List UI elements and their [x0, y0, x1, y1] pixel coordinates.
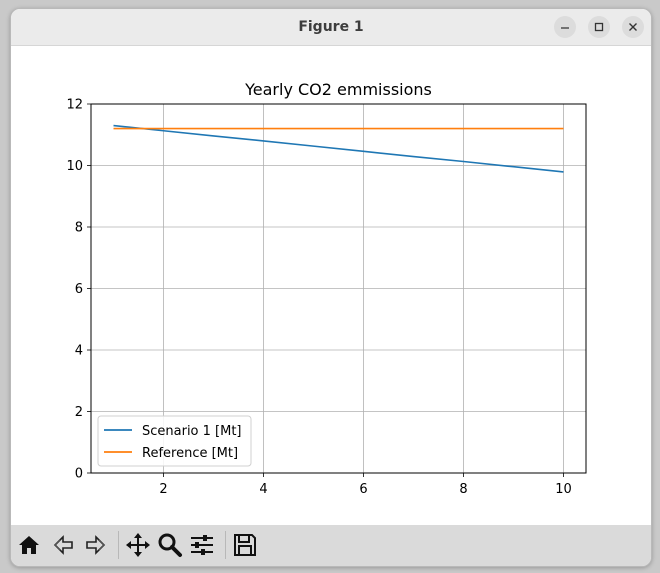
legend-label: Scenario 1 [Mt]	[142, 424, 242, 439]
x-tick-label: 4	[259, 482, 267, 497]
y-tick-label: 4	[75, 344, 83, 359]
toolbar-separator	[225, 531, 226, 559]
y-tick-label: 2	[75, 405, 83, 420]
configure-subplots-button[interactable]	[187, 530, 217, 560]
forward-button[interactable]	[81, 530, 111, 560]
zoom-button[interactable]	[155, 530, 185, 560]
figure-window: Figure 1 2 4 6 8 10 0 2 4 6 8 10 12 Yearly CO2 emmi…	[10, 8, 652, 567]
chart-title: Yearly CO2 emmissions	[244, 80, 432, 99]
save-icon	[234, 534, 256, 556]
zoom-icon	[158, 533, 182, 557]
figure-canvas[interactable]: 2 4 6 8 10 0 2 4 6 8 10 12 Yearly CO2 emmissions Sc…	[11, 46, 651, 525]
x-tick-label: 6	[359, 482, 367, 497]
y-tick-label: 8	[75, 221, 83, 236]
maximize-button[interactable]	[588, 16, 610, 38]
home-icon	[19, 536, 39, 554]
x-tick-label: 2	[159, 482, 167, 497]
minimize-button[interactable]	[554, 16, 576, 38]
forward-arrow-icon	[86, 535, 106, 555]
title-bar[interactable]: Figure 1	[11, 9, 651, 46]
legend-box	[97, 415, 252, 467]
y-tick-label: 12	[66, 98, 83, 113]
maximize-icon	[594, 22, 604, 32]
series-line-1	[113, 124, 564, 173]
y-tick-label: 10	[66, 159, 83, 174]
legend-label: Reference [Mt]	[142, 446, 238, 461]
back-button[interactable]	[48, 530, 78, 560]
y-tick-label: 0	[75, 467, 83, 482]
legend: Scenario 1 [Mt] Reference [Mt]	[97, 415, 252, 467]
close-icon	[629, 23, 637, 31]
window-title: Figure 1	[298, 19, 364, 35]
series-lines	[113, 124, 564, 173]
y-tick-label: 6	[75, 282, 83, 297]
x-tick-label: 10	[555, 482, 572, 497]
minimize-icon	[561, 27, 569, 29]
back-arrow-icon	[53, 535, 73, 555]
pan-button[interactable]	[123, 530, 153, 560]
axis-ticks: 2 4 6 8 10 0 2 4 6 8 10 12	[66, 98, 571, 498]
toolbar-separator	[118, 531, 119, 559]
line-chart: 2 4 6 8 10 0 2 4 6 8 10 12 Yearly CO2 emmissions Sc…	[66, 80, 587, 498]
navigation-toolbar	[11, 525, 651, 566]
home-button[interactable]	[14, 530, 44, 560]
close-button[interactable]	[622, 16, 644, 38]
save-button[interactable]	[230, 530, 260, 560]
x-tick-label: 8	[459, 482, 467, 497]
configure-subplots-icon	[191, 535, 213, 555]
pan-icon	[126, 533, 150, 557]
